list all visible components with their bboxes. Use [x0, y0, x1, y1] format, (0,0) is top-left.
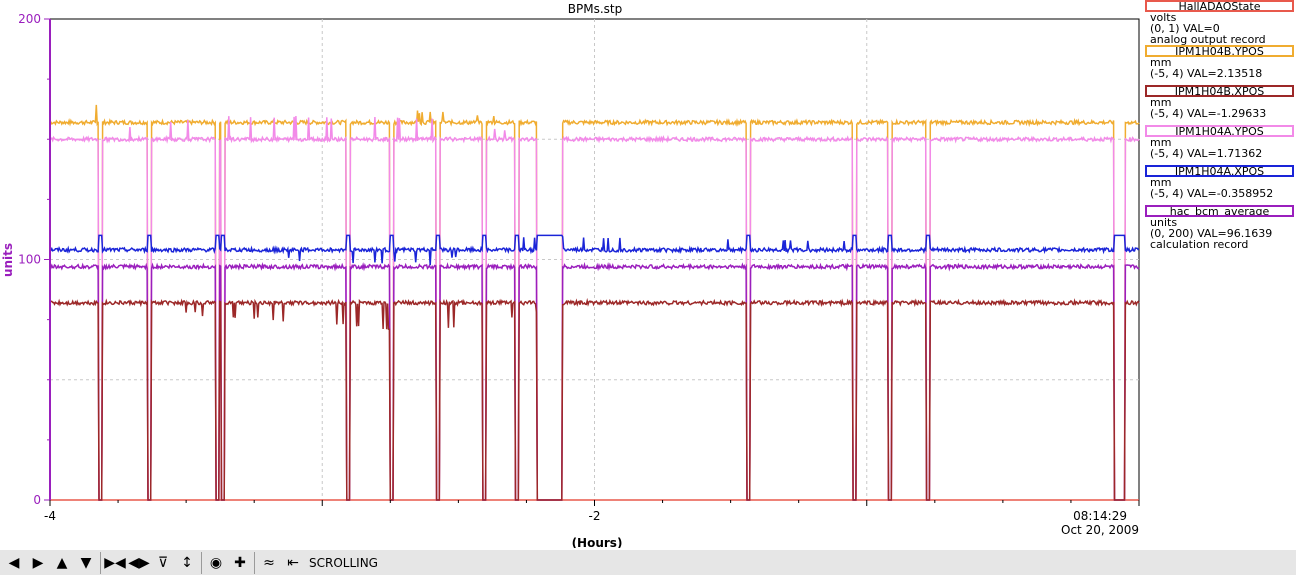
strip-chart: BPMs.stp 0 100 200 -4 -2 units (Hours) 08:14…	[1, 2, 1140, 548]
legend-swatch-label: IPM1H04B.YPOS	[1145, 45, 1294, 57]
legend-swatch-label: IPM1H04B.XPOS	[1145, 85, 1294, 97]
legend-entry[interactable]: IPM1H04B.XPOS mm (-5, 4) VAL=-1.29633	[1143, 85, 1296, 125]
y-tick-label: 0	[33, 493, 41, 507]
timestamp-date: Oct 20, 2009	[1061, 523, 1139, 537]
toolbar: ◀ ▶ ▲ ▼ ▶◀ ◀▶ ⊽ ↕ ◉ ✚ ≈ ⇤ SCROLLING	[0, 550, 1296, 575]
legend: HallADAQState volts (0, 1) VAL=0 analog out…	[1143, 0, 1296, 250]
series-line-ipm1h04b-xpos	[49, 297, 1140, 501]
export-icon[interactable]: ⇤	[287, 554, 299, 571]
legend-detail: mm	[1150, 137, 1172, 148]
arrow-right-icon[interactable]: ▶	[32, 554, 44, 571]
toolbar-separator	[254, 551, 255, 574]
legend-entry[interactable]: hac_bcm_average units (0, 200) VAL=96.1639…	[1143, 205, 1296, 250]
x-tick-label: -2	[589, 509, 601, 523]
legend-entry[interactable]: HallADAQState volts (0, 1) VAL=0 analog out…	[1143, 0, 1296, 45]
legend-swatch-label: hac_bcm_average	[1145, 205, 1294, 217]
timestamp-time: 08:14:29	[1073, 509, 1127, 523]
toolbar-separator	[100, 551, 101, 574]
legend-detail: units	[1150, 217, 1178, 228]
legend-detail: mm	[1150, 57, 1172, 68]
autoscale-icon[interactable]: ◉	[209, 554, 223, 571]
legend-detail: (-5, 4) VAL=-1.29633	[1150, 108, 1267, 119]
arrow-up-icon[interactable]: ▲	[56, 554, 68, 571]
y-axis-label: units	[1, 243, 15, 277]
crosshair-icon[interactable]: ✚	[234, 554, 246, 571]
legend-detail: mm	[1150, 97, 1172, 108]
series-line-ipm1h04a-xpos	[49, 234, 1140, 266]
legend-detail: (-5, 4) VAL=1.71362	[1150, 148, 1263, 159]
graph-icon[interactable]: ≈	[263, 554, 275, 571]
legend-detail: analog output record	[1150, 34, 1266, 45]
zoom-x-out-icon[interactable]: ◀▶	[128, 554, 150, 571]
series-line-ipm1h04a-ypos	[49, 115, 1140, 501]
x-tick-label: -4	[44, 509, 56, 523]
legend-entry[interactable]: IPM1H04A.XPOS mm (-5, 4) VAL=-0.358952	[1143, 165, 1296, 205]
zoom-x-in-icon[interactable]: ▶◀	[104, 554, 126, 571]
legend-detail: (-5, 4) VAL=2.13518	[1150, 68, 1263, 79]
arrow-left-icon[interactable]: ◀	[8, 554, 20, 571]
arrow-down-icon[interactable]: ▼	[80, 554, 92, 571]
zoom-y-out-icon[interactable]: ↕	[181, 554, 193, 571]
legend-detail: calculation record	[1150, 239, 1249, 250]
legend-swatch-label: HallADAQState	[1145, 0, 1294, 12]
series-line-hac-bcm-average	[49, 261, 1140, 501]
legend-entry[interactable]: IPM1H04A.YPOS mm (-5, 4) VAL=1.71362	[1143, 125, 1296, 165]
legend-detail: volts	[1150, 12, 1177, 23]
series-line-ipm1h04b-ypos	[49, 104, 1140, 501]
legend-detail: (0, 1) VAL=0	[1150, 23, 1220, 34]
zoom-y-in-icon[interactable]: ⊽	[157, 554, 169, 571]
y-tick-label: 200	[18, 12, 41, 26]
toolbar-separator	[201, 551, 202, 574]
legend-swatch-label: IPM1H04A.YPOS	[1145, 125, 1294, 137]
mode-label: SCROLLING	[309, 555, 378, 570]
y-tick-label: 100	[18, 253, 41, 267]
legend-detail: mm	[1150, 177, 1172, 188]
axes: 0 100 200 -4 -2	[18, 12, 1140, 523]
legend-entry[interactable]: IPM1H04B.YPOS mm (-5, 4) VAL=2.13518	[1143, 45, 1296, 85]
legend-swatch-label: IPM1H04A.XPOS	[1145, 165, 1294, 177]
legend-detail: (0, 200) VAL=96.1639	[1150, 228, 1273, 239]
chart-title: BPMs.stp	[568, 2, 622, 16]
series-layer	[49, 104, 1140, 501]
legend-detail: (-5, 4) VAL=-0.358952	[1150, 188, 1274, 199]
x-axis-label: (Hours)	[572, 536, 623, 548]
